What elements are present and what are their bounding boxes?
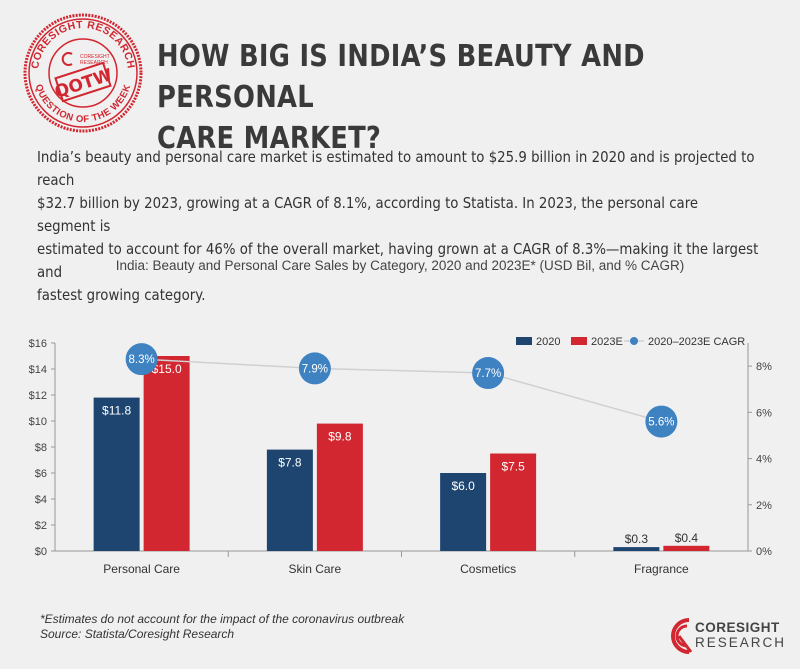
intro-paragraph: India’s beauty and personal care market … <box>37 146 759 307</box>
bar-2020 <box>440 473 487 551</box>
x-tick-label: Personal Care <box>103 562 180 576</box>
y-right-tick-label: 6% <box>756 407 772 419</box>
cagr-point <box>125 343 158 376</box>
bar-2020 <box>266 449 313 551</box>
legend-swatch-2020 <box>516 337 532 345</box>
y-left-tick-label: $0 <box>35 546 47 558</box>
footnote-estimate: *Estimates do not account for the impact… <box>40 612 405 626</box>
y-left-tick-label: $6 <box>35 468 47 480</box>
bar-data-label: $0.4 <box>675 531 699 545</box>
y-right-tick-label: 0% <box>756 546 772 558</box>
bar-data-label: $11.8 <box>102 404 131 418</box>
cagr-line <box>141 358 662 423</box>
page-title-line2: CARE MARKET? <box>157 121 382 156</box>
bar-2020 <box>93 397 140 551</box>
y-right-tick-label: 8% <box>756 361 772 373</box>
cagr-point <box>472 357 505 390</box>
y-left-tick-label: $4 <box>35 494 47 506</box>
bar-data-label: $7.8 <box>278 456 302 470</box>
legend-label: 2020–2023E CAGR <box>648 336 745 348</box>
legend-swatch-2023 <box>571 337 587 345</box>
cagr-data-label: 8.3% <box>129 354 155 366</box>
intro-line: $32.7 billion by 2023, growing at a CAGR… <box>37 194 699 235</box>
bar-data-label: $15.0 <box>152 362 182 376</box>
logo-line1: CORESIGHT <box>695 620 780 635</box>
stamp-label: QOTW <box>52 65 115 102</box>
cagr-point <box>298 352 331 385</box>
cagr-data-label: 5.6% <box>648 417 674 429</box>
bar-2023E <box>316 423 363 551</box>
y-left-tick-label: $8 <box>35 442 47 454</box>
legend-marker-cagr <box>630 337 638 345</box>
footnote: *Estimates do not account for the impact… <box>40 612 404 642</box>
y-right-tick-label: 4% <box>756 454 772 466</box>
bar-2023E <box>490 453 537 551</box>
logo-line2: RESEARCH <box>695 635 787 650</box>
cagr-point <box>645 405 678 438</box>
category-sales-chart: $0 $2 $4 $6 $8 $10 $12 $14 $16 0% 2% 4% 6% 8% Personal… <box>29 336 772 576</box>
intro-line: India’s beauty and personal care market … <box>37 148 755 189</box>
bar-data-label: $6.0 <box>451 479 475 493</box>
legend-label: 2020 <box>536 336 560 348</box>
x-tick-label: Fragrance <box>634 562 689 576</box>
bar-2023E <box>143 356 190 551</box>
stamp-mini-logo-icon: CORESIGHT RESEARCH <box>61 52 110 66</box>
bar-2020 <box>613 547 660 551</box>
y-right-tick-label: 2% <box>756 500 772 512</box>
y-left-tick-label: $16 <box>29 338 47 350</box>
y-left-tick-label: $14 <box>29 364 47 376</box>
coresight-logo-icon <box>671 618 693 654</box>
stamp-logo-bottom: RESEARCH <box>80 60 108 66</box>
bar-data-label: $9.8 <box>328 430 352 444</box>
x-tick-label: Skin Care <box>289 562 342 576</box>
bar-2023E <box>663 545 710 551</box>
chart-title: India: Beauty and Personal Care Sales by… <box>115 258 685 273</box>
stamp-logo-top: CORESIGHT <box>80 54 110 60</box>
footnote-source: Source: Statista/Coresight Research <box>40 627 235 641</box>
cagr-data-label: 7.9% <box>302 363 328 375</box>
cagr-data-label: 7.7% <box>475 368 501 380</box>
y-left-tick-label: $12 <box>29 390 47 402</box>
page-title: HOW BIG IS INDIA’S BEAUTY AND PERSONAL C… <box>157 36 690 159</box>
y-left-tick-label: $10 <box>29 416 47 428</box>
page-title-line1: HOW BIG IS INDIA’S BEAUTY AND PERSONAL <box>157 39 645 115</box>
intro-line: fastest growing category. <box>37 286 206 304</box>
y-left-tick-label: $2 <box>35 520 47 532</box>
coresight-logo-text: CORESIGHT RESEARCH <box>695 620 786 650</box>
legend-label: 2023E <box>591 336 623 348</box>
intro-line: estimated to account for 46% of the over… <box>37 240 759 281</box>
bar-data-label: $7.5 <box>501 460 525 474</box>
qotw-stamp: CORESIGHT RESEARCH QUESTION OF THE WEEK … <box>23 13 143 133</box>
bar-data-label: $0.3 <box>625 532 649 546</box>
x-tick-label: Cosmetics <box>460 562 516 576</box>
